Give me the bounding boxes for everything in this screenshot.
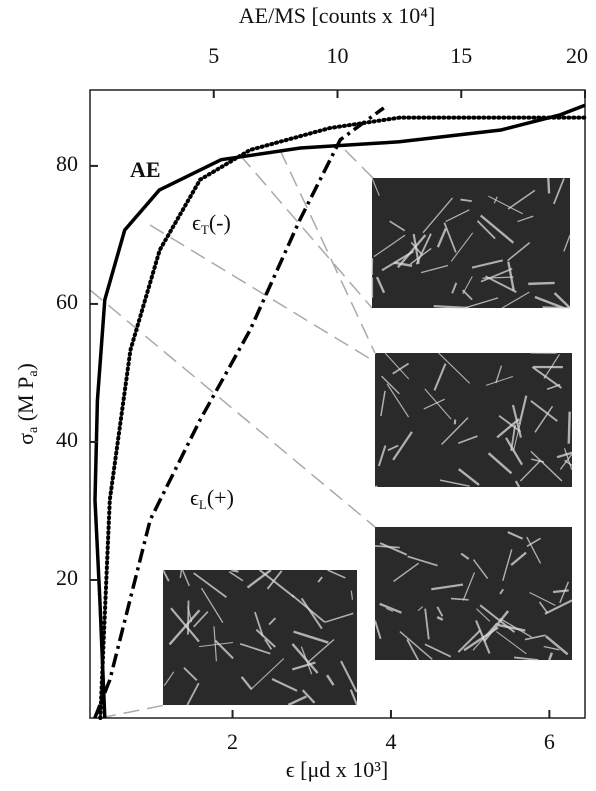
grain-boundary — [375, 486, 377, 487]
grain-boundary — [528, 283, 554, 284]
y-axis-label: σa (M Pa) — [13, 363, 41, 445]
y-label-part: ) — [13, 363, 38, 370]
y-tick-label: 60 — [56, 289, 78, 314]
y-tick-label: 40 — [56, 427, 78, 452]
guide-line — [100, 705, 165, 718]
x-axis-label: ϵ [μd x 10³] — [286, 757, 388, 782]
y-tick-label: 20 — [56, 565, 78, 590]
curve-label: ϵT(-) — [192, 210, 231, 237]
x-tick-label: 4 — [385, 729, 396, 754]
curve-label: ϵL(+) — [190, 485, 234, 512]
guide-line — [240, 155, 372, 308]
guide-line — [150, 225, 372, 360]
grain-boundary — [543, 307, 570, 308]
micrograph — [163, 570, 357, 705]
micrographs — [163, 178, 572, 705]
curve-label-part: ϵ — [190, 485, 199, 510]
curve-label: AE — [130, 157, 161, 182]
curve-label-part: AE — [130, 157, 161, 182]
x2-tick-label: 15 — [450, 43, 472, 68]
curve-label-part: ϵ — [192, 210, 201, 235]
x2-tick-label: 5 — [208, 43, 219, 68]
y-label-part: (M P — [13, 377, 38, 427]
top-axis-label: AE/MS [counts x 10⁴] — [239, 3, 436, 28]
curve-label-part: (-) — [209, 210, 231, 235]
chart: AE/MS [counts x 10⁴] ϵ [μd x 10³] σa (M … — [0, 0, 596, 791]
grain-boundary — [548, 178, 549, 193]
micrograph — [372, 178, 570, 308]
x-tick-label: 6 — [544, 729, 555, 754]
grain-boundary — [375, 353, 376, 354]
guide-line — [345, 150, 375, 180]
y-label-part: σ — [13, 433, 38, 445]
x-tick-label: 2 — [227, 729, 238, 754]
y-tick-label: 80 — [56, 151, 78, 176]
x2-tick-label: 10 — [327, 43, 349, 68]
x2-tick-label: 20 — [566, 43, 588, 68]
micrograph — [375, 527, 572, 660]
curve-label-subscript: T — [201, 222, 209, 237]
curve-label-subscript: L — [199, 497, 207, 512]
grain-boundary — [569, 412, 570, 444]
guide-line — [280, 150, 375, 353]
curve-label-part: (+) — [207, 485, 234, 510]
